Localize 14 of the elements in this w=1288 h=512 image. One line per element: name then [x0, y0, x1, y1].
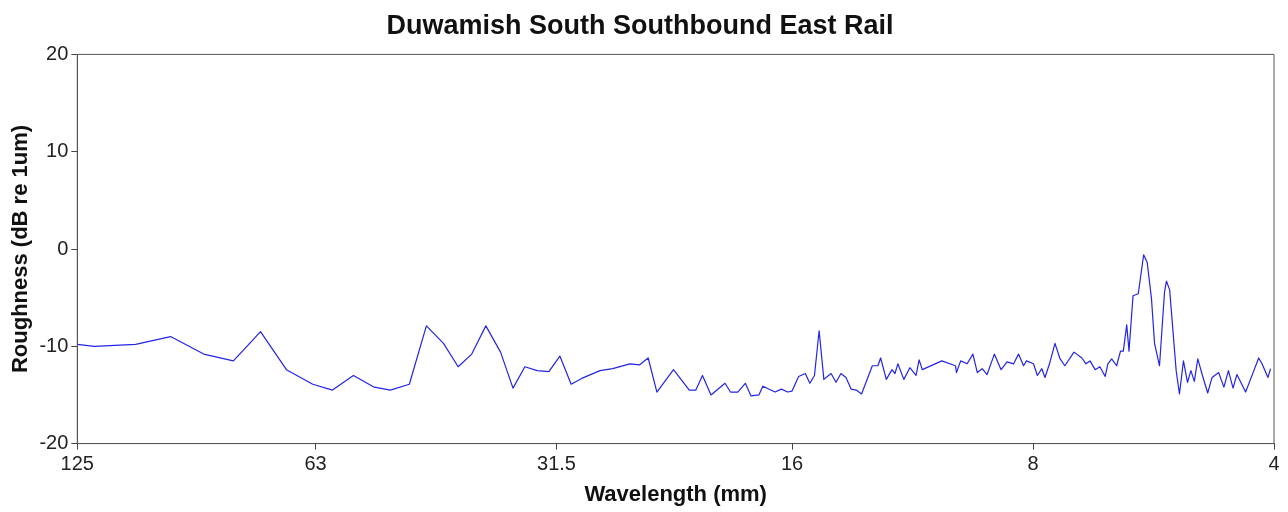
- y-tick-label: 10: [46, 139, 69, 162]
- x-tick-label: 31.5: [537, 452, 576, 475]
- y-tick-label: -20: [39, 431, 69, 454]
- y-tick-label: 20: [46, 41, 69, 64]
- x-tick-label: 125: [60, 452, 94, 475]
- x-tick-label: 8: [1027, 452, 1039, 475]
- y-tick-label: 0: [57, 236, 69, 259]
- x-tick-label: 63: [304, 452, 327, 475]
- x-axis-title: Wavelength (mm): [584, 480, 767, 506]
- y-axis-title: Roughness (dB re 1um): [7, 124, 33, 374]
- chart-title: Duwamish South Southbound East Rail: [386, 9, 894, 40]
- x-tick-label: 4: [1268, 452, 1280, 475]
- y-tick-label: -10: [39, 333, 69, 356]
- x-tick-label: 16: [780, 452, 804, 475]
